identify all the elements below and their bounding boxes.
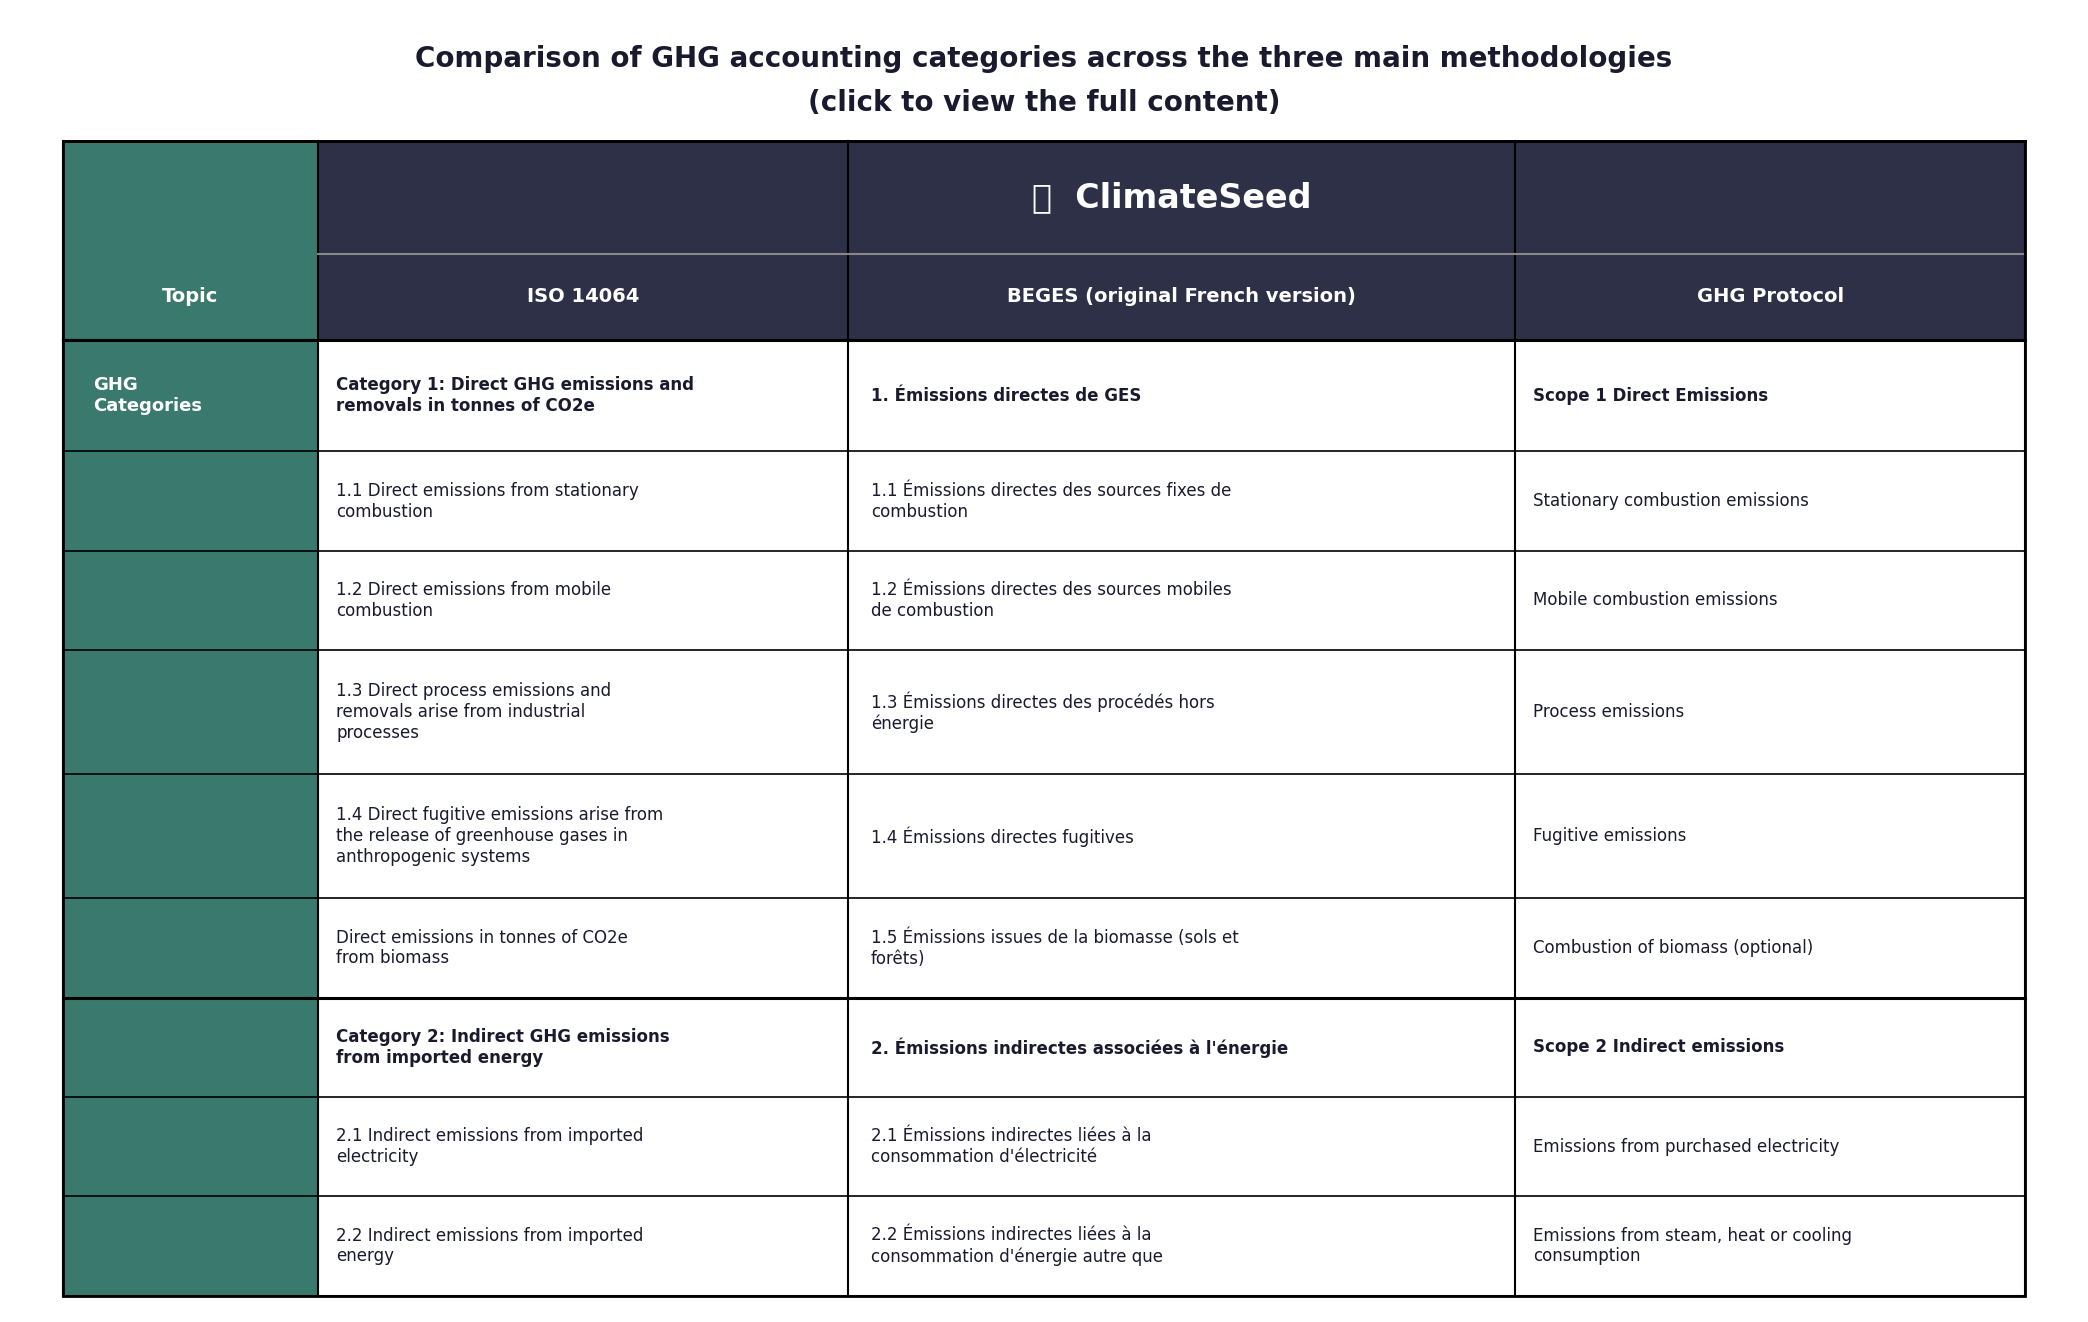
Text: Scope 1 Direct Emissions: Scope 1 Direct Emissions [1533,386,1769,405]
Text: Comparison of GHG accounting categories across the three main methodologies: Comparison of GHG accounting categories … [416,45,1672,74]
FancyBboxPatch shape [317,1097,848,1196]
Text: 1.2 Émissions directes des sources mobiles
de combustion: 1.2 Émissions directes des sources mobil… [871,582,1232,620]
Text: Category 1: Direct GHG emissions and
removals in tonnes of CO2e: Category 1: Direct GHG emissions and rem… [336,377,695,415]
FancyBboxPatch shape [1516,254,2025,340]
Text: Stationary combustion emissions: Stationary combustion emissions [1533,492,1808,510]
Text: Combustion of biomass (optional): Combustion of biomass (optional) [1533,939,1812,957]
Text: 1.5 Émissions issues de la biomasse (sols et
forêts): 1.5 Émissions issues de la biomasse (sol… [871,928,1238,968]
FancyBboxPatch shape [63,254,317,340]
FancyBboxPatch shape [317,254,848,340]
Text: Emissions from purchased electricity: Emissions from purchased electricity [1533,1138,1840,1155]
FancyBboxPatch shape [317,452,848,551]
Text: Direct emissions in tonnes of CO2e
from biomass: Direct emissions in tonnes of CO2e from … [336,928,628,968]
FancyBboxPatch shape [63,1097,317,1196]
FancyBboxPatch shape [1516,775,2025,899]
FancyBboxPatch shape [63,775,317,899]
FancyBboxPatch shape [848,340,1516,452]
FancyBboxPatch shape [63,551,317,650]
Text: Ⓒ  ClimateSeed: Ⓒ ClimateSeed [1031,181,1311,214]
FancyBboxPatch shape [317,551,848,650]
FancyBboxPatch shape [63,452,317,551]
Text: 1.3 Direct process emissions and
removals arise from industrial
processes: 1.3 Direct process emissions and removal… [336,682,612,742]
Text: Topic: Topic [163,287,219,307]
FancyBboxPatch shape [63,650,317,775]
FancyBboxPatch shape [1516,551,2025,650]
FancyBboxPatch shape [848,254,1516,340]
FancyBboxPatch shape [848,899,1516,998]
FancyBboxPatch shape [1516,452,2025,551]
Text: ISO 14064: ISO 14064 [526,287,639,307]
FancyBboxPatch shape [317,775,848,899]
FancyBboxPatch shape [317,998,848,1097]
FancyBboxPatch shape [1516,1097,2025,1196]
FancyBboxPatch shape [63,141,317,254]
Text: (click to view the full content): (click to view the full content) [808,89,1280,118]
Text: 1.2 Direct emissions from mobile
combustion: 1.2 Direct emissions from mobile combust… [336,582,612,620]
FancyBboxPatch shape [848,1097,1516,1196]
Text: 1.1 Direct emissions from stationary
combustion: 1.1 Direct emissions from stationary com… [336,481,639,521]
Text: 2. Émissions indirectes associées à l'énergie: 2. Émissions indirectes associées à l'én… [871,1036,1288,1058]
FancyBboxPatch shape [848,998,1516,1097]
Text: 2.2 Indirect emissions from imported
energy: 2.2 Indirect emissions from imported ene… [336,1227,643,1265]
Text: Emissions from steam, heat or cooling
consumption: Emissions from steam, heat or cooling co… [1533,1227,1852,1265]
Text: Category 2: Indirect GHG emissions
from imported energy: Category 2: Indirect GHG emissions from … [336,1029,670,1067]
Text: 2.2 Émissions indirectes liées à la
consommation d'énergie autre que: 2.2 Émissions indirectes liées à la cons… [871,1227,1163,1265]
FancyBboxPatch shape [317,141,2025,254]
Text: Mobile combustion emissions: Mobile combustion emissions [1533,591,1777,609]
Text: 1.4 Direct fugitive emissions arise from
the release of greenhouse gases in
anth: 1.4 Direct fugitive emissions arise from… [336,806,664,866]
Text: 2.1 Émissions indirectes liées à la
consommation d'électricité: 2.1 Émissions indirectes liées à la cons… [871,1128,1153,1166]
FancyBboxPatch shape [63,899,317,998]
FancyBboxPatch shape [1516,340,2025,452]
FancyBboxPatch shape [63,998,317,1097]
FancyBboxPatch shape [1516,1196,2025,1296]
FancyBboxPatch shape [63,340,317,452]
FancyBboxPatch shape [317,650,848,775]
FancyBboxPatch shape [317,1196,848,1296]
Text: Scope 2 Indirect emissions: Scope 2 Indirect emissions [1533,1038,1783,1056]
FancyBboxPatch shape [848,452,1516,551]
Text: 1.1 Émissions directes des sources fixes de
combustion: 1.1 Émissions directes des sources fixes… [871,481,1232,521]
FancyBboxPatch shape [848,650,1516,775]
Text: Fugitive emissions: Fugitive emissions [1533,828,1687,845]
FancyBboxPatch shape [317,340,848,452]
Text: BEGES (original French version): BEGES (original French version) [1006,287,1355,307]
FancyBboxPatch shape [848,1196,1516,1296]
Text: 1.3 Émissions directes des procédés hors
énergie: 1.3 Émissions directes des procédés hors… [871,691,1215,734]
FancyBboxPatch shape [1516,998,2025,1097]
FancyBboxPatch shape [317,899,848,998]
FancyBboxPatch shape [848,775,1516,899]
Text: Process emissions: Process emissions [1533,703,1685,720]
FancyBboxPatch shape [1516,650,2025,775]
Text: 1.4 Émissions directes fugitives: 1.4 Émissions directes fugitives [871,826,1134,846]
FancyBboxPatch shape [1516,899,2025,998]
Text: 1. Émissions directes de GES: 1. Émissions directes de GES [871,386,1142,405]
Text: 2.1 Indirect emissions from imported
electricity: 2.1 Indirect emissions from imported ele… [336,1128,643,1166]
FancyBboxPatch shape [63,1196,317,1296]
Text: GHG
Categories: GHG Categories [94,377,203,415]
Text: GHG Protocol: GHG Protocol [1698,287,1844,307]
FancyBboxPatch shape [848,551,1516,650]
